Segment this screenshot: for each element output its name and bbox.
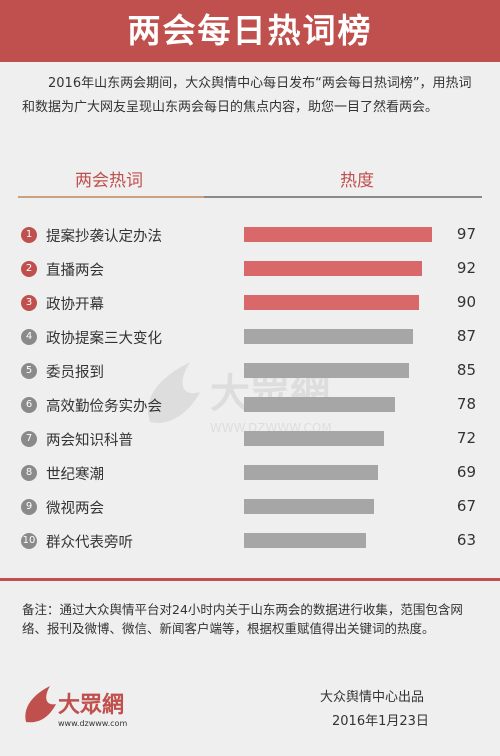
keyword-label: 高效勤俭务实办会 xyxy=(46,399,162,415)
rank-badge: 7 xyxy=(21,431,37,447)
ranking-row: 4 政协提案三大变化 87 xyxy=(0,322,500,352)
column-divider-left xyxy=(18,196,204,198)
heat-bar xyxy=(244,431,384,446)
keyword-label: 两会知识科普 xyxy=(46,433,133,449)
watermark-flame-icon xyxy=(148,362,200,423)
heat-bar xyxy=(244,329,413,344)
ranking-row: 9 微视两会 67 xyxy=(0,492,500,522)
heat-value: 97 xyxy=(456,225,476,243)
rank-badge: 9 xyxy=(21,499,37,515)
heat-bar xyxy=(244,465,378,480)
rank-badge: 3 xyxy=(21,295,37,311)
ranking-row: 10 群众代表旁听 63 xyxy=(0,526,500,556)
ranking-row: 7 两会知识科普 72 xyxy=(0,424,500,454)
heat-value: 92 xyxy=(456,259,476,277)
heat-value: 63 xyxy=(456,531,476,549)
column-divider-right xyxy=(204,196,482,198)
heat-value: 72 xyxy=(456,429,476,447)
keyword-label: 政协开幕 xyxy=(46,297,104,313)
heat-value: 85 xyxy=(456,361,476,379)
heat-bar xyxy=(244,261,423,276)
footer-date: 2016年1月23日 xyxy=(332,714,429,729)
rank-badge: 1 xyxy=(21,227,37,243)
heat-bar xyxy=(244,533,367,548)
heat-value: 67 xyxy=(456,497,476,515)
rank-badge: 6 xyxy=(21,397,37,413)
heat-bar xyxy=(244,397,396,412)
heat-value: 78 xyxy=(456,395,476,413)
dzwww-logo: 大眾網 www.dzwww.com xyxy=(25,686,127,728)
heat-bar xyxy=(244,363,409,378)
heat-value: 90 xyxy=(456,293,476,311)
keyword-label: 委员报到 xyxy=(46,365,104,381)
ranking-row: 8 世纪寒潮 69 xyxy=(0,458,500,488)
logo-url: www.dzwww.com xyxy=(58,719,127,728)
ranking-row: 2 直播两会 92 xyxy=(0,254,500,284)
ranking-row: 1 提案抄袭认定办法 97 xyxy=(0,220,500,250)
footer-note: 备注：通过大众舆情平台对24小时内关于山东两会的数据进行收集，范围包含网络、报刊… xyxy=(22,602,463,636)
heat-bar xyxy=(244,227,433,242)
keyword-label: 提案抄袭认定办法 xyxy=(46,229,162,245)
rank-badge: 10 xyxy=(21,533,37,549)
ranking-row: 5 委员报到 85 xyxy=(0,356,500,386)
header-banner: 两会每日热词榜 xyxy=(0,0,500,62)
heat-bar xyxy=(244,295,419,310)
rank-badge: 4 xyxy=(21,329,37,345)
column-header-keyword: 两会热词 xyxy=(75,171,143,191)
intro-text: 2016年山东两会期间，大众舆情中心每日发布“两会每日热词榜”，用热词和数据为广… xyxy=(22,76,472,115)
page-title: 两会每日热词榜 xyxy=(127,11,373,50)
logo-flame-icon xyxy=(25,686,56,723)
heat-value: 87 xyxy=(456,327,476,345)
ranking-row: 6 高效勤俭务实办会 78 xyxy=(0,390,500,420)
keyword-label: 世纪寒潮 xyxy=(46,467,104,483)
keyword-label: 群众代表旁听 xyxy=(46,535,133,551)
ranking-row: 3 政协开幕 90 xyxy=(0,288,500,318)
rank-badge: 5 xyxy=(21,363,37,379)
heat-value: 69 xyxy=(456,463,476,481)
keyword-label: 政协提案三大变化 xyxy=(46,331,162,347)
rank-badge: 2 xyxy=(21,261,37,277)
heat-bar xyxy=(244,499,374,514)
keyword-label: 微视两会 xyxy=(46,501,104,517)
footer-divider xyxy=(0,578,500,581)
column-header-heat: 热度 xyxy=(340,171,374,191)
logo-text: 大眾網 xyxy=(58,692,124,718)
keyword-label: 直播两会 xyxy=(46,263,104,279)
rank-badge: 8 xyxy=(21,465,37,481)
footer-credit: 大众舆情中心出品 xyxy=(320,690,425,705)
